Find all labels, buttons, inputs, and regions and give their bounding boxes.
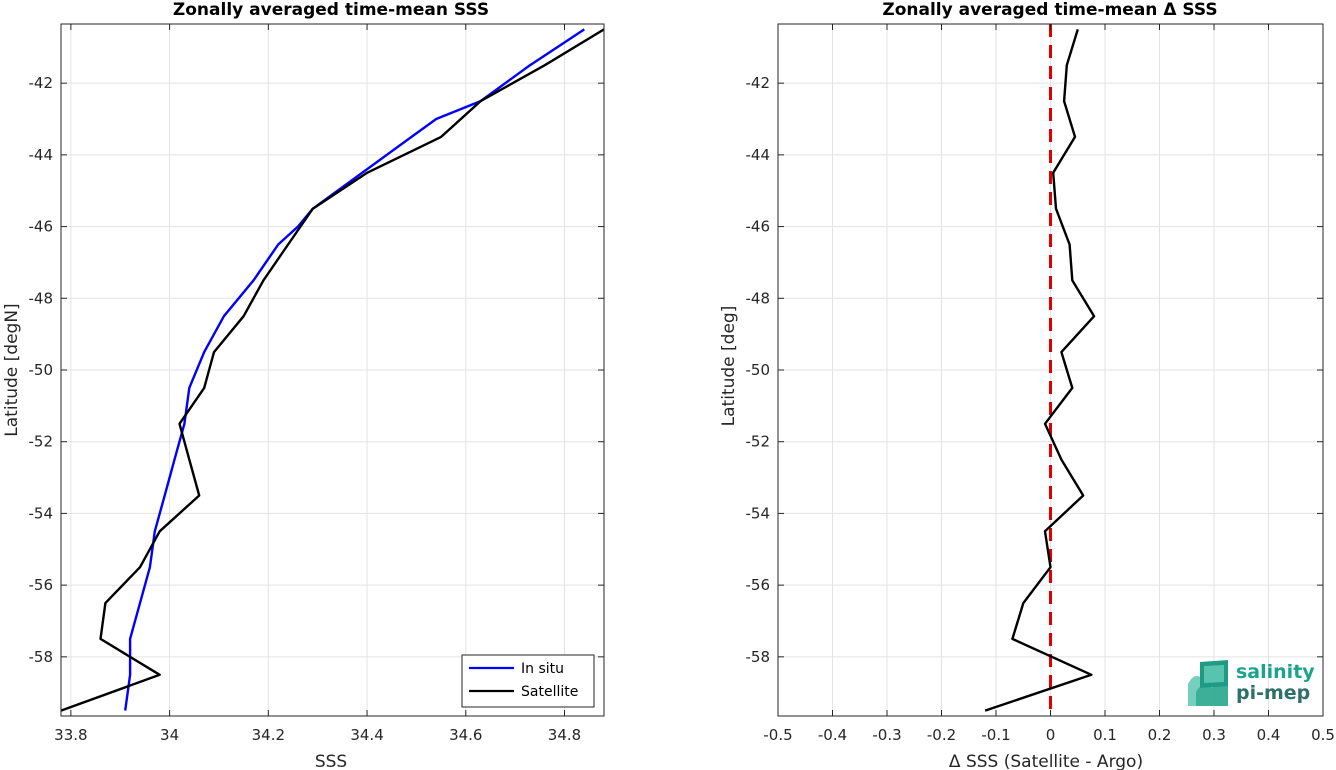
sss-profile-chart: 33.8 34 34.2 34.4 34.6 34.8 -42 -44 -46 -48 -50 -5… (2, 0, 605, 770)
right-x-ticks: -0.5 -0.4 -0.3 -0.2 -0.1 0 0.1 0.2 0.3 0.4 0.5 (763, 24, 1335, 744)
right-chart-title: Zonally averaged time-mean Δ SSS (882, 0, 1217, 20)
right-y-tick-label: -42 (746, 74, 771, 92)
left-y-axis-label: Latitude [degN] (2, 303, 22, 436)
left-series-layer (60, 28, 605, 712)
logo-wave-icon (1188, 660, 1228, 706)
right-x-tick-label: -0.1 (981, 726, 1010, 744)
right-y-tick-label: -46 (746, 218, 771, 236)
right-series-layer (984, 29, 1096, 712)
logo-text-salinity: salinity (1236, 661, 1315, 683)
right-x-tick-label: -0.2 (927, 726, 956, 744)
left-x-tick-label: 34 (160, 726, 179, 744)
right-y-tick-label: -50 (746, 361, 771, 379)
left-y-tick-label: -42 (29, 74, 54, 92)
right-x-tick-label: -0.4 (818, 726, 847, 744)
right-y-ticks: -42 -44 -46 -48 -50 -52 -54 -56 -58 (746, 74, 1323, 666)
legend-box (461, 654, 595, 708)
right-x-tick-label: 0.2 (1148, 726, 1172, 744)
right-x-tick-label: -0.3 (872, 726, 901, 744)
left-y-tick-label: -46 (29, 218, 54, 236)
left-x-ticks: 33.8 34 34.2 34.4 34.6 34.8 (54, 24, 581, 744)
right-y-tick-label: -48 (746, 289, 771, 307)
right-y-tick-label: -56 (746, 576, 771, 594)
left-x-tick-label: 34.4 (350, 726, 383, 744)
left-y-tick-label: -48 (29, 289, 54, 307)
right-x-tick-label: -0.5 (763, 726, 792, 744)
right-x-axis-label: Δ SSS (Satellite - Argo) (949, 752, 1143, 770)
left-x-axis-label: SSS (315, 752, 347, 770)
left-chart-title: Zonally averaged time-mean SSS (173, 0, 489, 20)
right-x-tick-label: 0 (1046, 726, 1056, 744)
series-line-satellite (60, 28, 605, 712)
right-x-tick-label: 0.5 (1311, 726, 1335, 744)
left-x-tick-label: 34.2 (252, 726, 285, 744)
series-line-delta-sss (984, 29, 1096, 712)
left-x-tick-label: 34.6 (449, 726, 482, 744)
left-y-tick-label: -44 (29, 146, 54, 164)
right-y-tick-label: -54 (746, 504, 771, 522)
series-line-in-situ (124, 28, 585, 711)
legend-label-satellite: Satellite (521, 684, 578, 700)
left-y-ticks: -42 -44 -46 -48 -50 -52 -54 -56 -58 (29, 74, 604, 666)
right-y-axis-label: Latitude [deg] (719, 306, 739, 427)
left-y-tick-label: -50 (29, 361, 54, 379)
right-x-tick-label: 0.4 (1257, 726, 1281, 744)
right-x-tick-label: 0.3 (1202, 726, 1226, 744)
left-y-tick-label: -56 (29, 576, 54, 594)
left-x-tick-label: 34.8 (548, 726, 581, 744)
right-y-tick-label: -44 (746, 146, 771, 164)
right-x-tick-label: 0.1 (1093, 726, 1117, 744)
salinity-pi-mep-logo: salinity pi-mep (1188, 660, 1315, 706)
left-y-tick-label: -52 (29, 433, 54, 451)
logo-text-pi-mep: pi-mep (1236, 682, 1310, 704)
legend-label-in-situ: In situ (521, 661, 564, 677)
left-x-tick-label: 33.8 (54, 726, 87, 744)
right-y-tick-label: -52 (746, 433, 771, 451)
delta-sss-profile-chart: -0.5 -0.4 -0.3 -0.2 -0.1 0 0.1 0.2 0.3 0.4 0.5 -42… (719, 0, 1335, 770)
right-y-tick-label: -58 (746, 648, 771, 666)
left-y-tick-label: -58 (29, 648, 54, 666)
left-grid (61, 24, 604, 716)
legend: In situ Satellite (461, 654, 595, 708)
left-y-tick-label: -54 (29, 504, 54, 522)
